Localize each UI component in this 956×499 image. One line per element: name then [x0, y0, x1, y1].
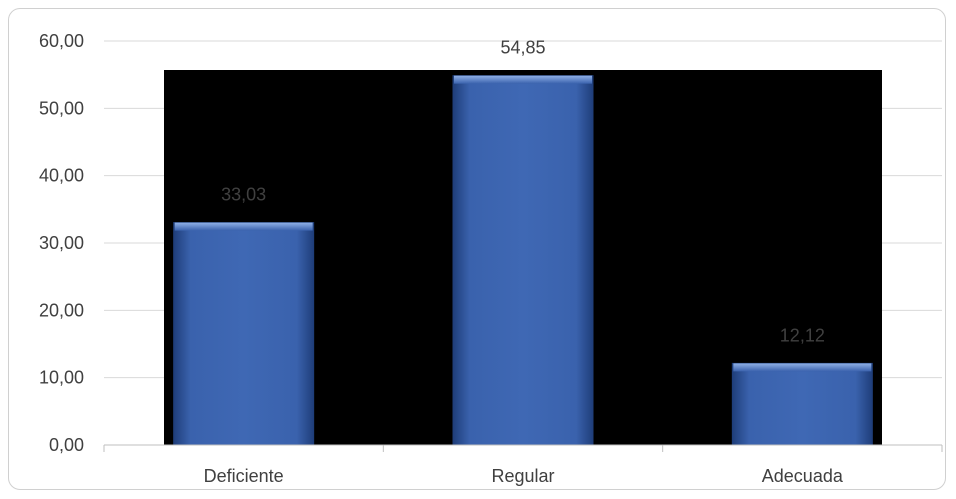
y-tick-label: 0,00: [49, 435, 84, 455]
x-tick-label: Adecuada: [762, 466, 844, 486]
y-tick-label: 40,00: [39, 166, 84, 186]
x-tick-label: Regular: [491, 466, 554, 486]
y-tick-label: 20,00: [39, 300, 84, 320]
bar-regular: [452, 75, 594, 446]
bars: [173, 75, 873, 446]
bar-cap: [733, 363, 872, 372]
y-tick-label: 30,00: [39, 233, 84, 253]
y-tick-label: 50,00: [39, 98, 84, 118]
value-label: 12,12: [780, 325, 825, 345]
y-axis: 0,00 10,00 20,00 30,00 40,00 50,00 60,00: [39, 31, 84, 455]
value-labels: 33,03 54,85 12,12: [221, 38, 825, 346]
x-tick-label: Deficiente: [204, 466, 284, 486]
bar-adecuada: [731, 362, 873, 446]
x-axis: Deficiente Regular Adecuada: [103, 444, 943, 486]
value-label: 33,03: [221, 185, 266, 205]
y-tick-label: 10,00: [39, 368, 84, 388]
bar-cap: [454, 75, 592, 84]
value-label: 54,85: [500, 38, 545, 58]
y-tick-label: 60,00: [39, 31, 84, 51]
bar-deficiente: [173, 222, 315, 446]
bar-cap: [174, 222, 313, 231]
